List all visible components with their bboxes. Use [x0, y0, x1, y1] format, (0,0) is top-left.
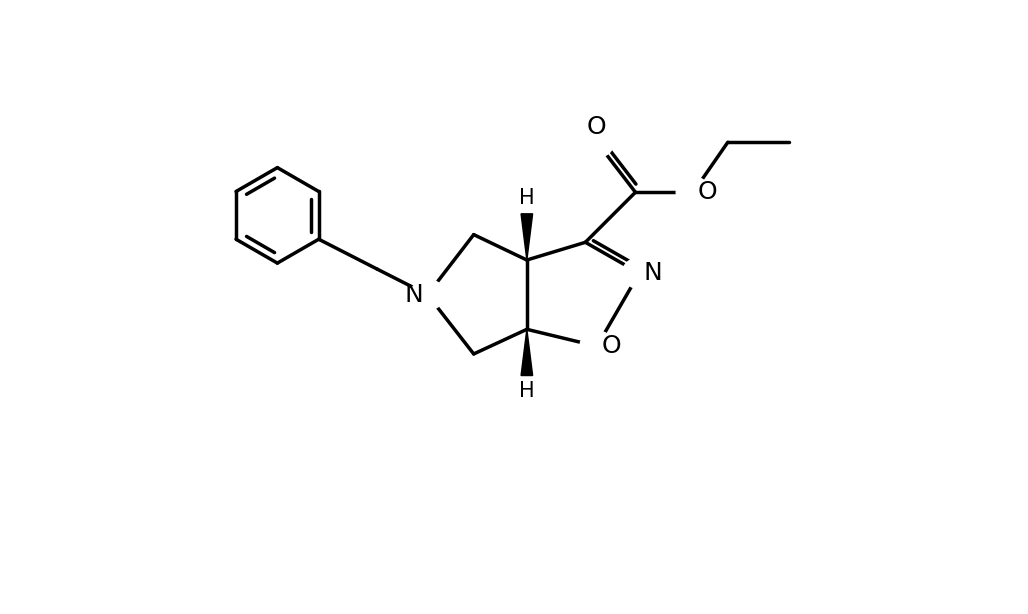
Ellipse shape: [676, 177, 710, 208]
Text: H: H: [519, 381, 535, 401]
Text: O: O: [698, 181, 718, 204]
Ellipse shape: [580, 127, 614, 158]
Ellipse shape: [410, 279, 444, 310]
Text: O: O: [587, 115, 607, 139]
Text: H: H: [519, 188, 535, 208]
Text: N: N: [404, 282, 423, 306]
Ellipse shape: [622, 258, 656, 289]
Ellipse shape: [580, 331, 614, 362]
Polygon shape: [521, 214, 533, 260]
Text: N: N: [644, 261, 663, 285]
Text: O: O: [601, 334, 621, 358]
Polygon shape: [521, 329, 533, 376]
